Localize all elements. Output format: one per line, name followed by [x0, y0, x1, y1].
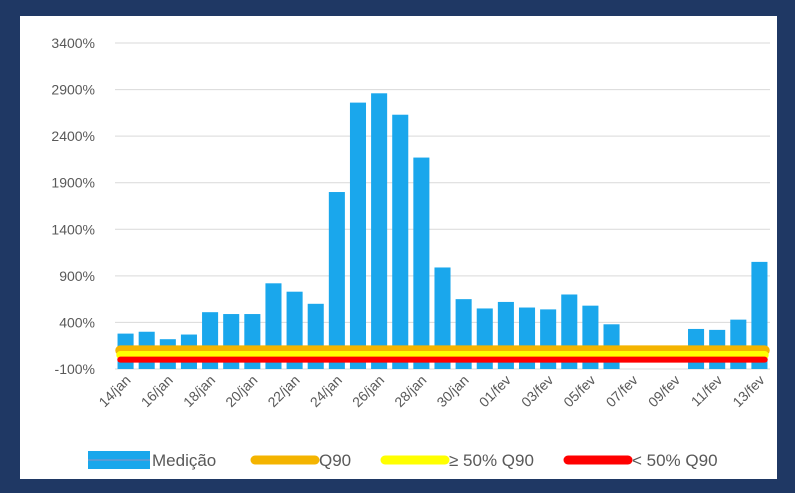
chart-panel: -100% 400% 900% 1400% 1900% 2400% 2900% 3400% 1…	[20, 16, 777, 479]
reference-lines	[115, 345, 770, 363]
x-tick-label: 05/fev	[560, 372, 598, 410]
x-tick-label: 11/fev	[688, 372, 726, 410]
bar-24/jan	[328, 192, 345, 369]
bar-25/jan	[349, 102, 367, 370]
y-axis-labels: -100% 400% 900% 1400% 1900% 2400% 2900% 3400%	[51, 35, 95, 377]
x-tick-label: 26/jan	[349, 372, 387, 410]
legend-label: ≥ 50% Q90	[449, 451, 534, 470]
y-tick-label: 2400%	[51, 128, 95, 144]
bars	[117, 93, 768, 370]
bar-28/jan	[413, 157, 430, 369]
x-tick-label: 22/jan	[264, 372, 302, 410]
y-tick-label: 2900%	[51, 82, 95, 98]
x-tick-label: 30/jan	[433, 372, 471, 410]
bar-13/fev	[751, 261, 768, 369]
bar-29/jan	[434, 267, 451, 369]
y-tick-label: 400%	[59, 314, 95, 330]
legend-label: Q90	[319, 451, 351, 470]
y-tick-label: -100%	[55, 361, 95, 377]
x-tick-label: 01/fev	[476, 372, 514, 410]
y-tick-label: 1900%	[51, 175, 95, 191]
legend: Medição Q90 ≥ 50% Q90 < 50% Q90	[88, 451, 718, 470]
x-tick-label: 28/jan	[391, 372, 429, 410]
legend-label: Medição	[152, 451, 216, 470]
x-tick-label: 16/jan	[138, 372, 176, 410]
y-tick-label: 1400%	[51, 221, 95, 237]
x-tick-label: 03/fev	[518, 372, 556, 410]
x-tick-label: 24/jan	[307, 372, 345, 410]
y-tick-label: 3400%	[51, 35, 95, 51]
x-axis-labels: 14/jan 16/jan 18/jan 20/jan 22/jan 24/jan 26/j…	[95, 372, 767, 410]
x-tick-label: 18/jan	[180, 372, 218, 410]
bar-27/jan	[392, 114, 409, 369]
x-tick-label: 14/jan	[95, 372, 133, 410]
x-tick-label: 09/fev	[645, 372, 683, 410]
y-tick-label: 900%	[59, 268, 95, 284]
legend-label: < 50% Q90	[632, 451, 718, 470]
x-tick-label: 20/jan	[222, 372, 260, 410]
x-tick-label: 13/fev	[729, 372, 767, 410]
bar-26/jan	[371, 93, 388, 369]
bar-chart: -100% 400% 900% 1400% 1900% 2400% 2900% 3400% 1…	[51, 35, 770, 470]
x-tick-label: 07/fev	[602, 372, 640, 410]
